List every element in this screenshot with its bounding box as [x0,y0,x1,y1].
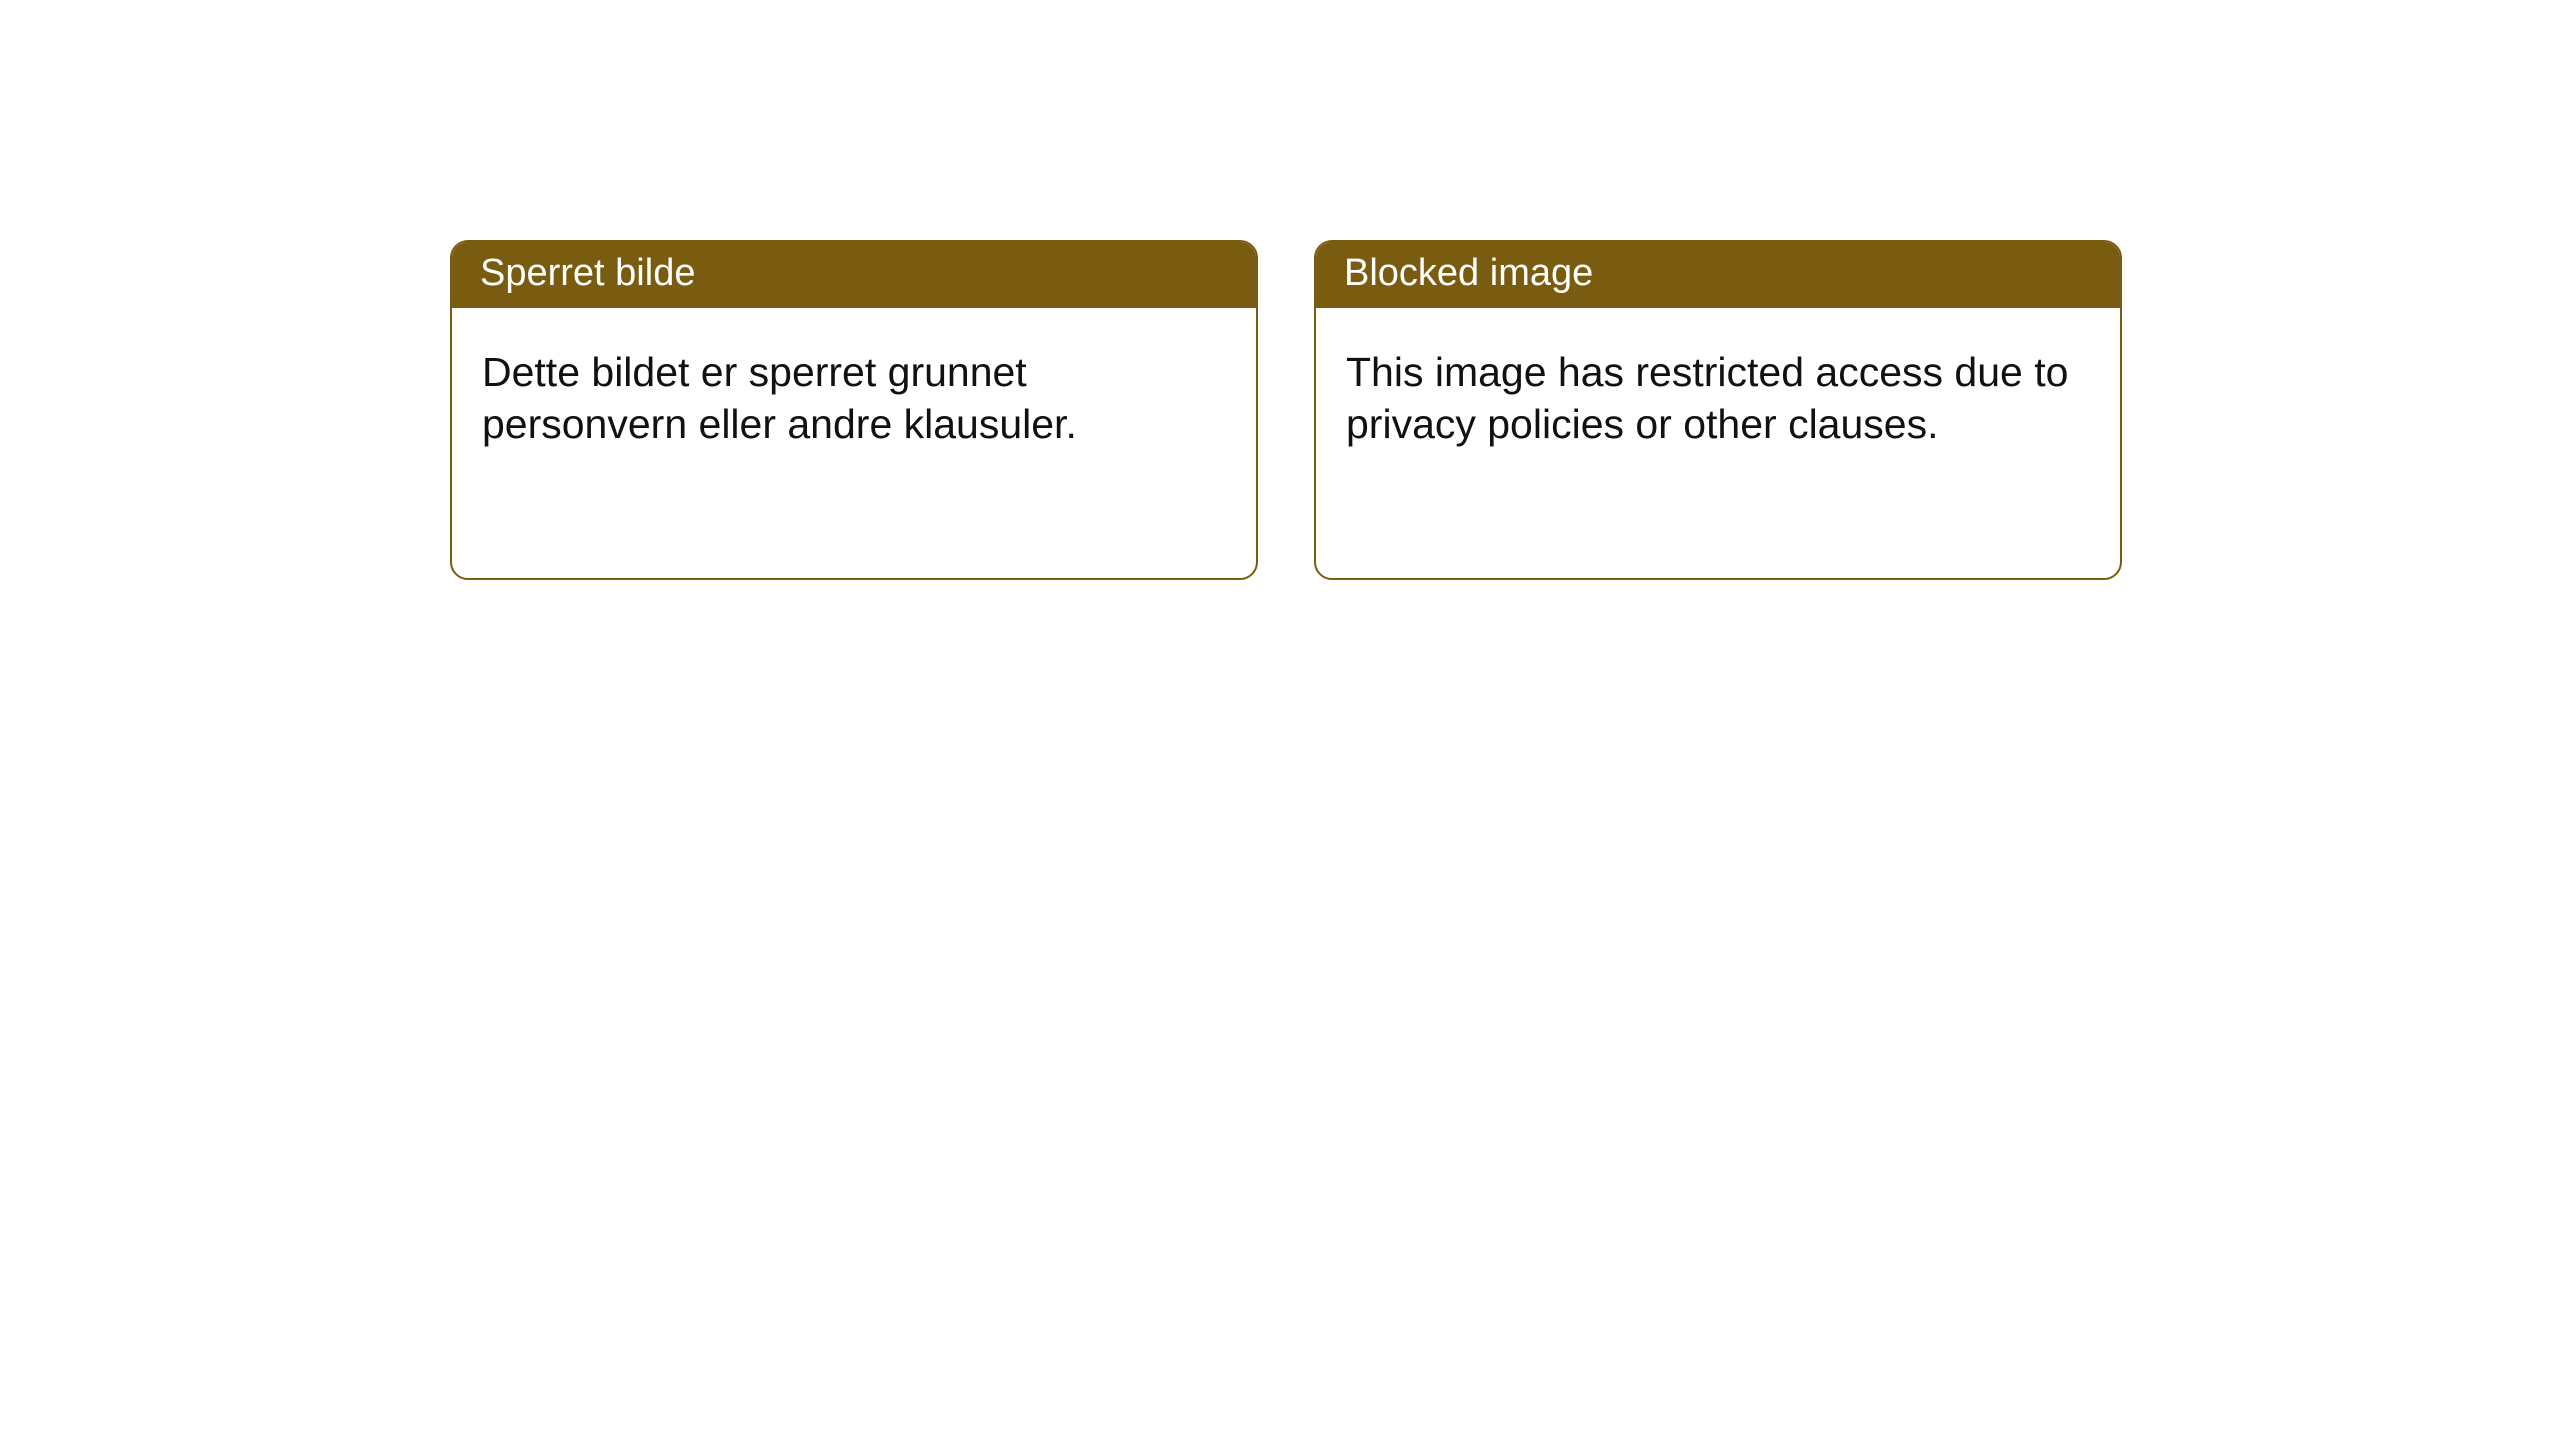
card-row: Sperret bilde Dette bildet er sperret gr… [0,0,2560,580]
card-title: Sperret bilde [480,252,695,294]
card-body: Dette bildet er sperret grunnet personve… [452,308,1256,578]
card-header: Sperret bilde [452,242,1256,308]
card-body: This image has restricted access due to … [1316,308,2120,578]
card-body-text: This image has restricted access due to … [1346,349,2068,447]
blocked-image-card-en: Blocked image This image has restricted … [1314,240,2122,580]
card-header: Blocked image [1316,242,2120,308]
card-body-text: Dette bildet er sperret grunnet personve… [482,349,1077,447]
blocked-image-card-no: Sperret bilde Dette bildet er sperret gr… [450,240,1258,580]
card-title: Blocked image [1344,252,1593,294]
